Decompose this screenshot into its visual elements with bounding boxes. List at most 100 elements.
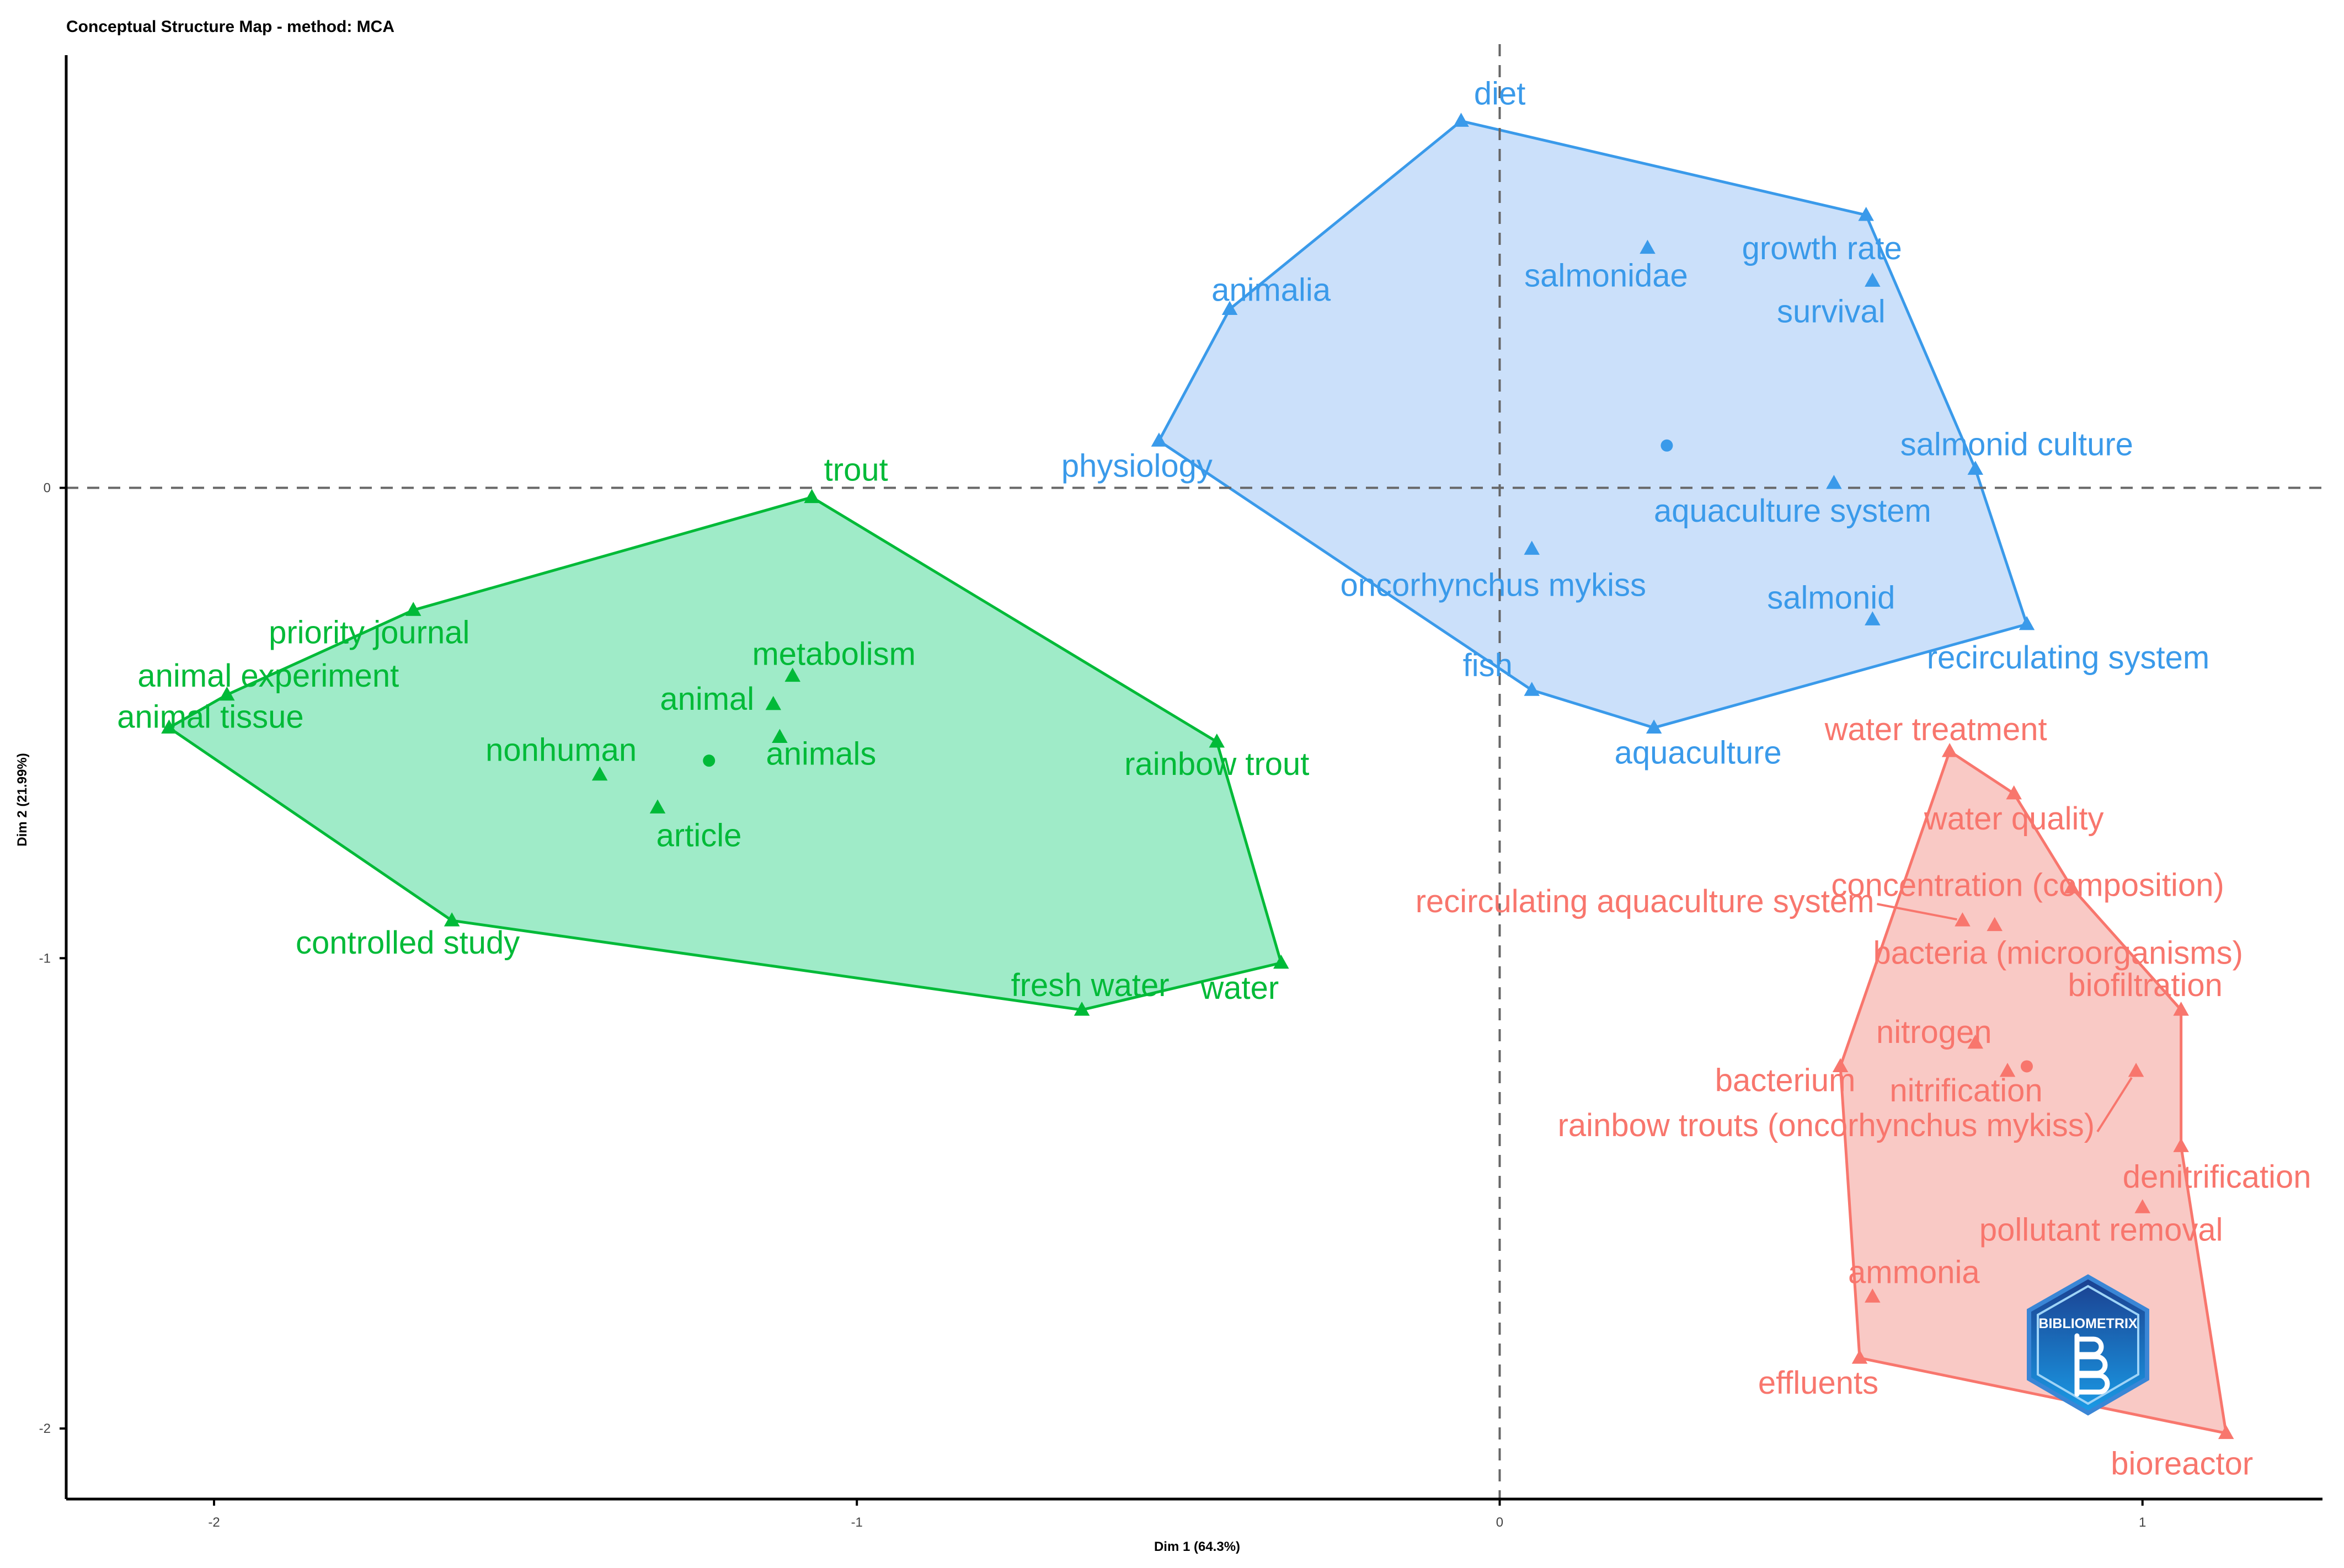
label-recirculating-system: recirculating system — [1927, 640, 2209, 676]
point-ammonia — [1865, 1288, 1881, 1303]
label-metabolism: metabolism — [752, 636, 916, 672]
point-concentration-composition — [2064, 879, 2080, 893]
point-salmonid-culture — [1967, 461, 1984, 475]
label-nitrification: nitrification — [1889, 1073, 2042, 1109]
point-effluents — [1851, 1350, 1868, 1364]
x-tick-label: -1 — [851, 1515, 863, 1530]
x-tick-label: 1 — [2139, 1515, 2146, 1530]
label-animal-tissue: animal tissue — [117, 699, 303, 735]
cluster-3-centroid — [2020, 1060, 2033, 1073]
x-tick-label: 0 — [1496, 1515, 1503, 1530]
label-diet: diet — [1474, 76, 1526, 111]
point-animal — [765, 695, 782, 710]
point-rainbow-trouts-oncorhynchus-mykiss — [2128, 1062, 2144, 1077]
point-nitrification — [1999, 1062, 2016, 1077]
label-physiology: physiology — [1061, 448, 1213, 484]
label-animal-experiment: animal experiment — [137, 658, 399, 694]
label-salmonid: salmonid — [1767, 580, 1895, 616]
label-priority-journal: priority journal — [269, 614, 469, 650]
point-animal-tissue — [161, 719, 177, 734]
point-nonhuman — [591, 766, 608, 781]
label-bacteria-microorganisms: bacteria (microorganisms) — [1873, 935, 2243, 971]
label-salmonid-culture: salmonid culture — [1900, 426, 2133, 462]
point-water — [1273, 954, 1289, 969]
leader-line-recirculating-aquaculture-system — [1877, 903, 1957, 921]
point-animalia — [1221, 301, 1238, 315]
y-tick-label: -2 — [39, 1421, 51, 1436]
label-bioreactor: bioreactor — [2111, 1446, 2253, 1482]
point-bacteria-microorganisms — [1987, 917, 2003, 932]
point-rainbow-trout — [1209, 734, 1225, 748]
label-nitrogen: nitrogen — [1876, 1014, 1992, 1050]
chart-title: Conceptual Structure Map - method: MCA — [66, 18, 394, 36]
label-growth-rate: growth rate — [1742, 231, 1902, 266]
point-salmonidae — [1640, 239, 1656, 254]
label-recirculating-aquaculture-system: recirculating aquaculture system — [1416, 884, 1875, 919]
label-effluents: effluents — [1758, 1365, 1878, 1401]
point-water-treatment — [1941, 743, 1958, 757]
label-article: article — [656, 817, 742, 853]
cluster-hulls — [166, 119, 2228, 1435]
label-pollutant-removal: pollutant removal — [1979, 1212, 2223, 1248]
label-survival: survival — [1777, 293, 1886, 329]
point-nitrogen — [1967, 1034, 1984, 1049]
point-growth-rate — [1858, 206, 1874, 221]
point-salmonid — [1865, 611, 1881, 625]
reference-lines — [66, 44, 2322, 1499]
point-oncorhynchus-mykiss — [1524, 540, 1540, 555]
cluster-2-centroid — [1660, 439, 1673, 452]
point-fresh-water — [1074, 1002, 1090, 1016]
point-aquaculture — [1646, 719, 1662, 734]
point-priority-journal — [405, 602, 421, 616]
label-animal: animal — [660, 681, 754, 717]
point-article — [649, 799, 666, 814]
point-water-quality — [2006, 785, 2022, 800]
point-pollutant-removal — [2134, 1199, 2150, 1213]
y-axis-title: Dim 2 (21.99%) — [15, 753, 30, 846]
axes: -2 -1 0 1 0 -1 -2 — [39, 55, 2322, 1530]
cluster-1-centroid — [703, 754, 716, 767]
label-concentration-composition: concentration (composition) — [1831, 867, 2224, 903]
logo-text: BIBLIOMETRIX — [2038, 1316, 2137, 1331]
point-denitrification — [2173, 1138, 2189, 1152]
point-recirculating-system — [2019, 616, 2035, 630]
label-controlled-study: controlled study — [296, 925, 520, 961]
point-labels: trout priority journal animal experiment an… — [117, 76, 2311, 1481]
point-trout — [804, 489, 820, 504]
label-water-treatment: water treatment — [1824, 711, 2047, 747]
y-tick-label: 0 — [44, 481, 51, 496]
label-rainbow-trouts-oncorhynchus-mykiss: rainbow trouts (oncorhynchus mykiss) — [1558, 1107, 2095, 1143]
point-animal-experiment — [219, 686, 235, 701]
point-animals — [772, 729, 788, 743]
y-tick-label: -1 — [39, 951, 51, 966]
point-biofiltration — [2173, 1002, 2189, 1016]
points — [161, 113, 2234, 1439]
point-recirculating-aquaculture-system — [1955, 912, 1971, 927]
point-bacterium — [1832, 1058, 1849, 1072]
point-bioreactor — [2218, 1425, 2234, 1439]
point-aquaculture-system — [1826, 475, 1842, 489]
point-diet — [1453, 113, 1469, 127]
label-water: water — [1200, 970, 1279, 1006]
label-oncorhynchus-mykiss: oncorhynchus mykiss — [1341, 567, 1646, 603]
label-animals: animals — [766, 736, 876, 772]
label-trout: trout — [824, 452, 888, 488]
leader-line-rainbow-trouts — [2096, 1077, 2133, 1133]
point-survival — [1865, 272, 1881, 287]
label-nonhuman: nonhuman — [485, 732, 637, 768]
label-ammonia: ammonia — [1848, 1254, 1980, 1290]
point-controlled-study — [444, 912, 460, 927]
x-tick-label: -2 — [208, 1515, 220, 1530]
bibliometrix-logo: BIBLIOMETRIX — [2025, 1274, 2151, 1417]
label-fresh-water: fresh water — [1011, 967, 1170, 1003]
label-salmonidae: salmonidae — [1524, 258, 1688, 294]
point-fish — [1524, 682, 1540, 696]
label-denitrification: denitrification — [2123, 1159, 2311, 1195]
label-aquaculture: aquaculture — [1615, 735, 1782, 770]
label-rainbow-trout: rainbow trout — [1124, 746, 1309, 782]
point-metabolism — [784, 667, 800, 682]
x-axis-title: Dim 1 (64.3%) — [1154, 1539, 1240, 1554]
label-water-quality: water quality — [1924, 801, 2104, 837]
point-physiology — [1151, 432, 1167, 447]
